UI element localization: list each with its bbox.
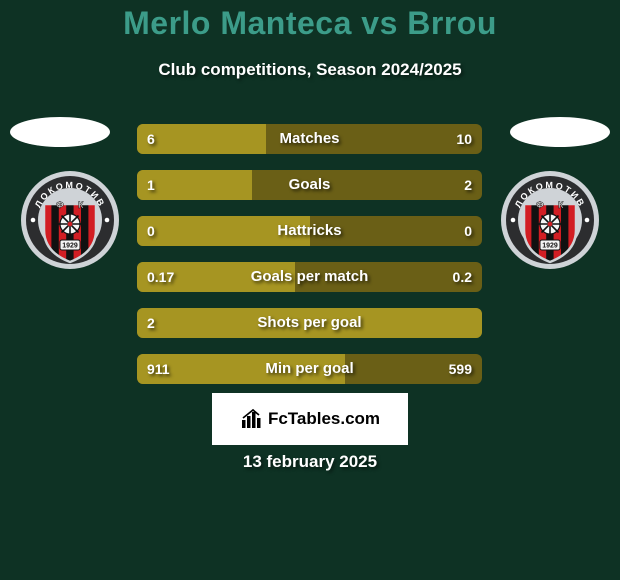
stat-left-value: 0 xyxy=(147,216,155,246)
stat-row: Min per goal911 599 xyxy=(137,354,482,384)
stat-label: Matches xyxy=(137,124,482,154)
card-subtitle: Club competitions, Season 2024/2025 xyxy=(0,60,620,80)
stat-label: Shots per goal xyxy=(137,308,482,338)
stat-label: Hattricks xyxy=(137,216,482,246)
svg-text:1929: 1929 xyxy=(62,243,78,250)
stat-right-value: 2 xyxy=(464,170,472,200)
card-date: 13 february 2025 xyxy=(0,452,620,472)
stat-left-value: 911 xyxy=(147,354,170,384)
stat-row: Goals1 2 xyxy=(137,170,482,200)
stat-left-value: 1 xyxy=(147,170,155,200)
stat-right-value: 10 xyxy=(456,124,472,154)
stat-right-value: 599 xyxy=(449,354,472,384)
svg-text:Ф: Ф xyxy=(56,200,64,210)
comparison-card: Merlo Manteca vs Brrou Club competitions… xyxy=(0,0,620,580)
svg-text:Ф: Ф xyxy=(536,200,544,210)
stat-left-value: 6 xyxy=(147,124,155,154)
svg-text:К: К xyxy=(558,200,564,210)
stats-bars: Matches6 10 Goals1 2 Hattricks0 0 Goals per ma… xyxy=(137,124,482,400)
stat-right-value: 0.2 xyxy=(453,262,472,292)
stat-right-value: 0 xyxy=(464,216,472,246)
watermark-chart-icon xyxy=(240,408,262,430)
stat-left-value: 0.17 xyxy=(147,262,174,292)
card-title: Merlo Manteca vs Brrou xyxy=(0,5,620,42)
stat-row: Hattricks0 0 xyxy=(137,216,482,246)
player-shadow-left xyxy=(10,117,110,147)
club-crest-right: ЛОКОМОТИВ СОФИЯ 1929 Ф К xyxy=(500,170,600,270)
stat-label: Goals xyxy=(137,170,482,200)
stat-label: Goals per match xyxy=(137,262,482,292)
svg-text:1929: 1929 xyxy=(542,243,558,250)
svg-text:К: К xyxy=(78,200,84,210)
club-crest-left: ЛОКОМОТИВ СОФИЯ 1929 Ф К xyxy=(20,170,120,270)
stat-label: Min per goal xyxy=(137,354,482,384)
watermark[interactable]: FcTables.com xyxy=(212,393,408,445)
stat-left-value: 2 xyxy=(147,308,155,338)
stat-row: Goals per match0.17 0.2 xyxy=(137,262,482,292)
player-shadow-right xyxy=(510,117,610,147)
stat-row: Shots per goal2 xyxy=(137,308,482,338)
watermark-text: FcTables.com xyxy=(268,409,380,429)
stat-row: Matches6 10 xyxy=(137,124,482,154)
